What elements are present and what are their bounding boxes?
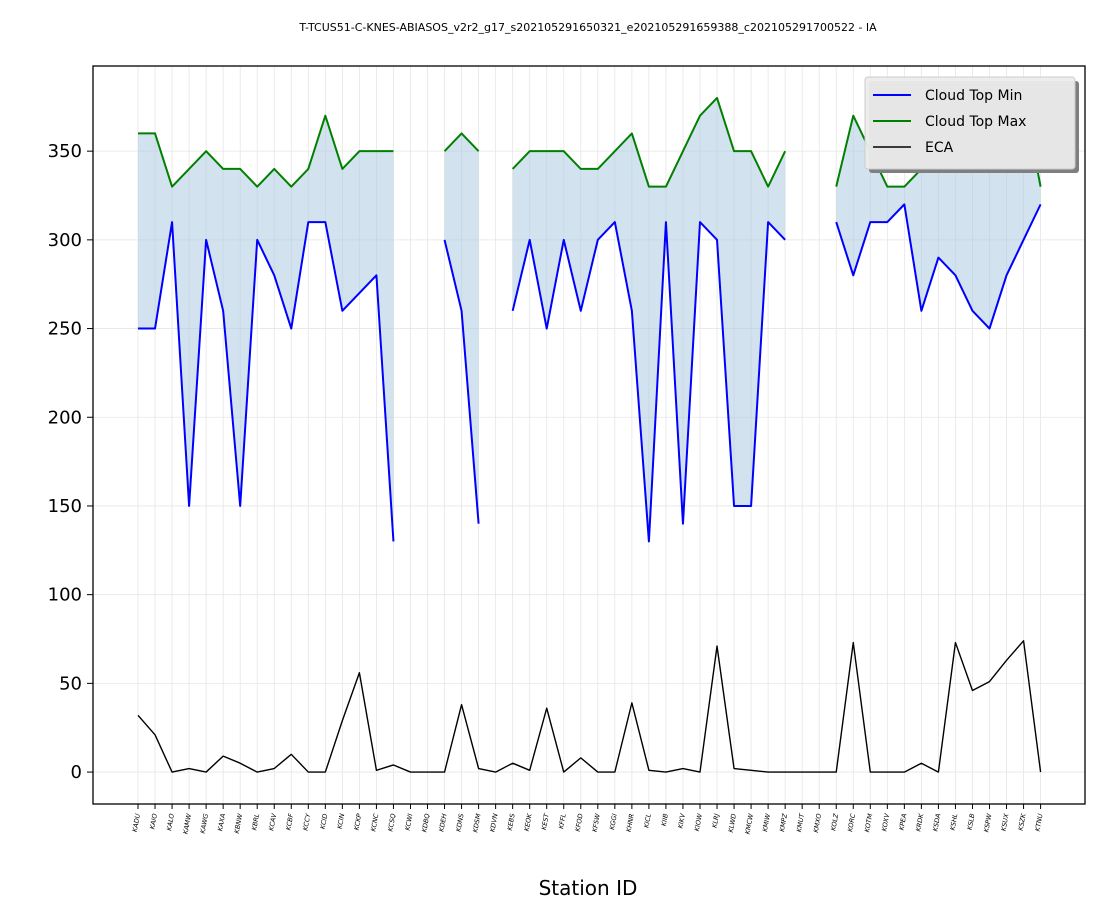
x-tick-label: KDNS (454, 813, 465, 832)
cloud-top-min-line (443, 239, 480, 524)
cloud-top-min-line (835, 203, 1042, 330)
y-tick-label: 200 (48, 407, 82, 428)
legend-label-cloud-top-max: Cloud Top Max (925, 114, 1026, 130)
x-tick-label: KEBS (506, 813, 517, 831)
x-axis: KADU KAIO KALO KAMW KAWG KAXA KBNW KBRL KCAV KCBF… (131, 804, 1045, 835)
x-tick-label: KCID (319, 813, 330, 830)
x-tick-label: KFSW (591, 812, 602, 832)
cloud-top-max-line (511, 96, 787, 188)
x-tick-label: KOXV (880, 812, 891, 832)
cloud-top-min-line (511, 221, 786, 543)
x-tick-label: KEOK (523, 812, 534, 832)
x-tick-label: KCIN (336, 813, 347, 830)
x-tick-label: KALO (165, 813, 176, 831)
y-tick-label: 150 (48, 496, 82, 517)
x-tick-label: KCAV (267, 812, 278, 831)
legend-box (864, 76, 1076, 170)
x-tick-label: KTNU (1034, 813, 1045, 832)
chart-title: T-TCUS51-C-KNES-ABIASOS_v2r2_g17_s202105… (298, 21, 877, 34)
cloud-top-max-line (443, 132, 480, 152)
x-tick-label: KMXO (812, 813, 823, 833)
y-tick-label: 350 (48, 141, 82, 162)
legend: Cloud Top Min Cloud Top Max ECA (864, 76, 1079, 173)
x-tick-label: KDSM (471, 813, 482, 833)
x-tick-label: KEST (540, 812, 551, 831)
x-tick-label: KCWI (404, 813, 415, 831)
x-tick-label: KGGI (608, 813, 619, 830)
x-tick-label: KMUT (795, 812, 806, 833)
x-tick-label: KCKP (353, 813, 364, 831)
x-axis-label: Station ID (539, 876, 638, 900)
x-tick-label: KMPZ (778, 812, 789, 832)
x-tick-label: KDVN (488, 813, 499, 833)
x-tick-label: KRDK (914, 812, 925, 832)
cloud-top-max-line (138, 114, 394, 188)
x-tick-label: KBNW (233, 812, 244, 834)
y-tick-label: 100 (48, 585, 82, 606)
x-tick-label: KICL (643, 813, 653, 829)
x-tick-label: KMIW (761, 812, 772, 832)
fill-segment (512, 97, 786, 542)
x-tick-label: KMCW (744, 812, 756, 834)
x-tick-label: KHNR (625, 813, 636, 833)
x-tick-label: KSHL (949, 813, 960, 831)
x-tick-label: KOLZ (829, 812, 840, 831)
x-tick-label: KLRJ (711, 813, 721, 829)
y-tick-label: 250 (48, 319, 82, 340)
x-tick-label: KFFL (557, 813, 568, 830)
x-tick-label: KAWG (199, 813, 210, 834)
x-tick-label: KOTM (863, 813, 874, 833)
fill-segment (444, 133, 479, 524)
plot-frame (92, 65, 1086, 805)
x-tick-label: KAIO (148, 813, 159, 830)
x-tick-label: KSZK (1017, 812, 1028, 831)
x-tick-label: KAMW (182, 812, 194, 834)
y-tick-label: 0 (71, 762, 82, 783)
legend-label-eca: ECA (925, 140, 954, 156)
x-tick-label: KAXA (216, 813, 227, 832)
x-tick-label: KIIB (660, 812, 670, 826)
y-axis: 0 50 100 150 200 250 300 350 (48, 141, 93, 783)
x-tick-label: KDBQ (420, 813, 431, 833)
fill-segment (138, 115, 394, 542)
x-tick-label: KPEA (898, 813, 909, 831)
x-tick-label: KADU (131, 813, 142, 833)
x-tick-label: KSLB (966, 812, 977, 830)
eca-line (137, 640, 1042, 773)
x-tick-label: KIKV (676, 812, 687, 829)
x-tick-label: KIOW (693, 812, 704, 831)
y-tick-label: 50 (59, 673, 82, 694)
y-tick-label: 300 (48, 230, 82, 251)
x-tick-label: KSUX (1000, 812, 1011, 831)
x-tick-label: KDEH (437, 813, 448, 832)
x-tick-label: KSPW (982, 812, 993, 832)
x-tick-label: KCSQ (386, 813, 397, 832)
x-tick-label: KFOD (574, 813, 585, 832)
x-tick-label: KCBF (284, 813, 295, 831)
x-tick-label: KCCY (301, 812, 312, 831)
x-tick-label: KBRL (250, 813, 261, 831)
x-tick-label: KORC (846, 813, 857, 833)
legend-label-cloud-top-min: Cloud Top Min (925, 88, 1022, 104)
x-tick-label: KCNC (369, 813, 380, 833)
x-tick-label: KSDA (931, 813, 942, 832)
x-tick-label: KLWD (727, 813, 738, 833)
cloud-top-min-line (138, 221, 395, 542)
